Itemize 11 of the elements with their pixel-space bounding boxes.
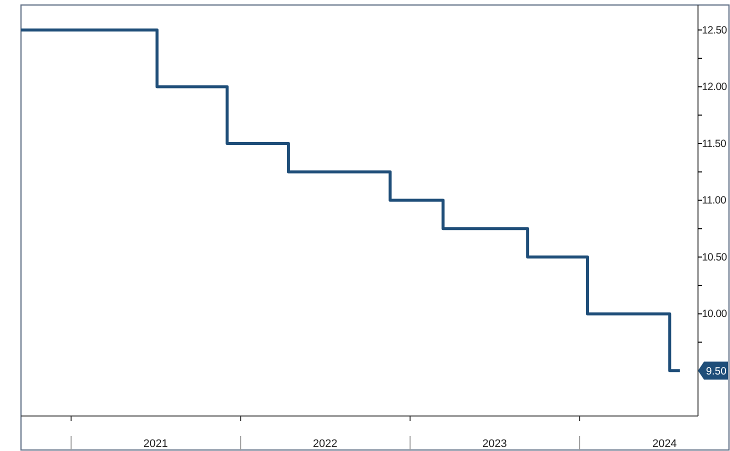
y-tick-label: 10.00 <box>702 308 728 320</box>
x-tick-label: 2021 <box>143 438 168 450</box>
y-tick-label: 12.00 <box>702 81 728 94</box>
y-tick-label: 10.50 <box>702 251 728 264</box>
x-tick-label: 2023 <box>482 438 507 450</box>
x-tick-label: 2024 <box>652 438 677 450</box>
x-tick-label: 2022 <box>312 438 338 450</box>
y-tick-label: 11.00 <box>702 194 726 207</box>
y-tick-label: 12.50 <box>702 24 728 36</box>
y-tick-label: 11.50 <box>702 138 726 150</box>
text: 9.50 <box>706 366 727 378</box>
